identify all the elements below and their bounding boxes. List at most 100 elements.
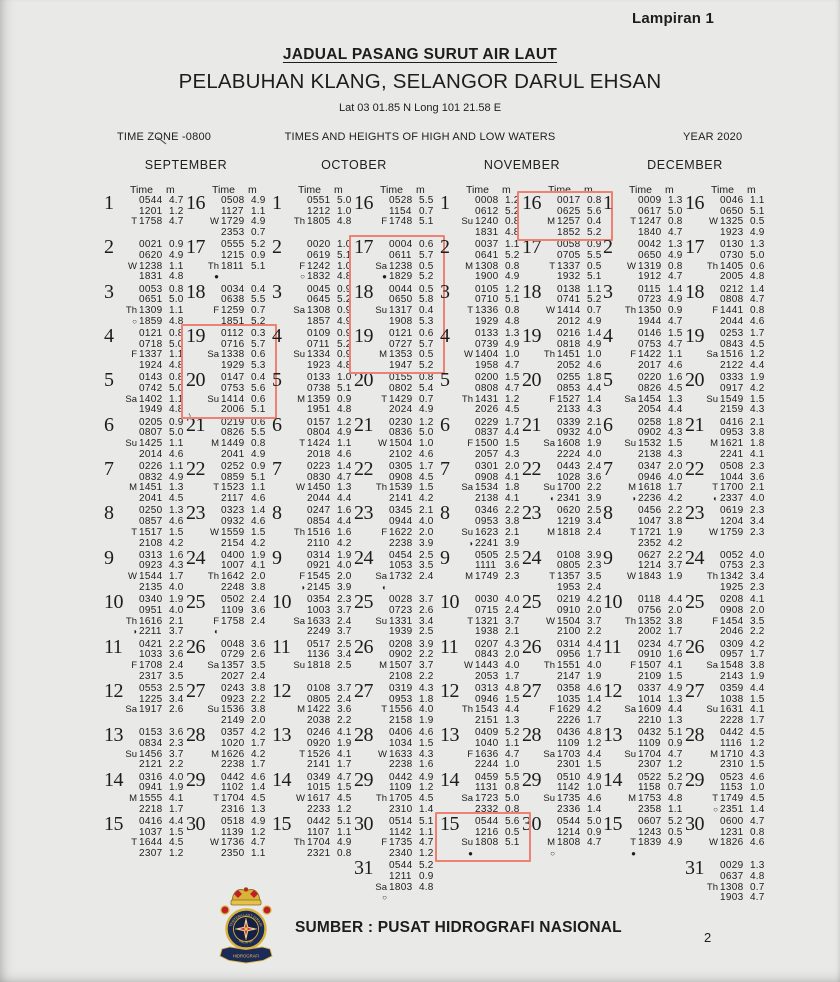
tide-time: 0121 [389, 328, 413, 340]
tide-row: M 1749 2.3 [460, 572, 522, 583]
tide-row: 0908 4.1 [460, 471, 522, 484]
day-number: 23 [354, 502, 374, 525]
timezone-label: TIME ZONE -0800 [117, 131, 212, 143]
tide-time: 0205 [139, 416, 163, 428]
tide-rows: 0510 4.9 1142 1.0 Su 1735 4.6 2336 1.4 [542, 772, 604, 816]
tide-time: 0208 [720, 594, 744, 606]
tide-height: 3.4 [169, 693, 184, 705]
tide-row: Su 1704 4.7 [623, 749, 685, 761]
weekday-label [292, 506, 307, 517]
tide-height: 1.1 [587, 283, 602, 295]
tide-time: 2024 [389, 404, 413, 416]
tide-row: 1204 3.4 [705, 516, 767, 528]
tide-height: 4.4 [505, 704, 520, 716]
tide-row: 2121 2.2 [124, 760, 186, 771]
tide-rows: 0600 4.7 1231 0.8 W 1826 4.6 [705, 815, 767, 849]
weekday-label [124, 373, 139, 384]
weekday-label [460, 506, 475, 517]
tide-row: F 1454 3.5 [705, 616, 767, 628]
weekday-label [124, 450, 139, 461]
tide-time: 0910 [557, 604, 581, 616]
tide-row: 0340 1.9 [124, 594, 186, 606]
tide-time: 2241 [475, 537, 499, 549]
weekday-label [292, 462, 307, 473]
weekday-label [705, 317, 720, 328]
tide-time: 2340 [389, 847, 413, 859]
tide-height: 4.3 [668, 427, 683, 439]
weekday-label [292, 760, 307, 771]
tide-row: W 1729 4.9 [206, 217, 268, 228]
tide-row: 0347 2.0 [623, 461, 685, 473]
tide-height: 1.8 [505, 482, 520, 494]
tide-rows: 0153 3.6 0834 2.3 Su 1456 3.7 2121 2.2 [124, 728, 186, 771]
tide-row: W 1843 1.9 [623, 572, 685, 583]
day-number: 3 [603, 280, 613, 303]
day-number: 28 [186, 724, 206, 747]
weekday-label [542, 285, 557, 296]
tide-row: ● [206, 272, 268, 283]
tide-time: 0442 [221, 771, 245, 783]
tide-time: 0921 [307, 560, 331, 572]
weekday-label [460, 728, 475, 739]
weekday-label: Su [543, 792, 555, 804]
tide-height: 5.7 [419, 338, 434, 350]
tide-rows: 0528 5.5 1154 0.7 F 1748 5.1 [374, 195, 436, 228]
weekday-label [705, 329, 720, 340]
day-cell: 16 0046 1.1 0650 5.1 W 1325 0.5 1923 4.9 [685, 193, 767, 240]
weekday-label [124, 361, 139, 372]
tide-row: 1900 4.9 [460, 272, 522, 283]
tide-row: 2147 1.9 [542, 670, 604, 683]
tide-time: 0058 [557, 239, 581, 251]
moon-phase-icon: ● [468, 848, 473, 858]
day-number: 13 [272, 724, 292, 747]
tide-time: 2147 [557, 670, 581, 682]
tide-height: 1.1 [505, 737, 520, 749]
tide-rows: 0347 2.0 0946 4.0 M 1618 1.7 ◑ 2236 4.2 [623, 461, 685, 505]
tide-time: 1721 [638, 526, 662, 538]
tide-row: 1116 1.2 [705, 738, 767, 750]
tide-row: W 1238 1.1 [124, 261, 186, 273]
tide-time: 1424 [307, 438, 331, 450]
tide-rows: 0208 3.9 0902 2.2 M 1507 3.7 2108 2.2 [374, 639, 436, 683]
tide-time: 0807 [139, 427, 163, 439]
tide-height: 1.7 [668, 626, 683, 638]
tide-row: 1201 1.2 [124, 206, 186, 218]
tide-height: 0.4 [587, 216, 602, 228]
tide-row: 1912 4.7 [623, 272, 685, 283]
tide-time: 1153 [720, 782, 743, 794]
tide-time: 1231 [720, 826, 744, 838]
tide-time: 1929 [475, 315, 499, 327]
column-header-height-m: m [166, 184, 175, 196]
tide-row: 0118 4.4 [623, 594, 685, 606]
day-cell: 30 0514 5.1 1142 1.1 F 1735 4.7 2340 1.2 [354, 814, 436, 861]
tide-time: 1551 [557, 659, 581, 671]
weekday-label: Su [207, 393, 219, 405]
tide-time: 0600 [720, 815, 744, 827]
weekday-label: Su [706, 393, 718, 405]
tide-row: 1831 4.8 [124, 272, 186, 283]
day-cell: 29 0442 4.6 1102 1.4 T 1704 4.5 2316 1.3 [186, 770, 268, 817]
tide-row: 2353 0.7 [206, 227, 268, 239]
tide-height: 4.9 [505, 271, 520, 283]
tide-row: F 1636 4.7 [460, 749, 522, 761]
tide-time: 0957 [720, 649, 744, 661]
tide-height: 4.2 [668, 537, 683, 549]
tide-row: 0030 4.0 [460, 594, 522, 606]
day-cell: 2 0037 1.1 0641 5.2 M 1308 0.8 1900 4.9 [440, 237, 522, 284]
tide-row: Sa 1357 3.5 [206, 659, 268, 672]
day-number: 9 [104, 546, 114, 569]
tide-height: 4.8 [505, 227, 520, 239]
tide-row: 0619 5.1 [292, 250, 354, 262]
weekday-label [705, 627, 720, 638]
tide-time: 0641 [475, 250, 499, 262]
tide-row: 2321 0.8 [292, 848, 354, 860]
tide-height: 4.1 [505, 471, 520, 483]
tide-height: 3.7 [337, 682, 352, 694]
tide-height: 5.0 [505, 792, 520, 804]
tide-time: 1357 [221, 659, 245, 671]
weekday-label: Th [543, 349, 555, 361]
day-cell: 9 0505 2.5 1111 3.6 M 1749 2.3 [440, 548, 522, 595]
tide-row: 0650 5.1 [705, 206, 767, 218]
tide-row: 1211 0.9 [374, 871, 436, 883]
tide-height: 1.8 [587, 372, 602, 384]
